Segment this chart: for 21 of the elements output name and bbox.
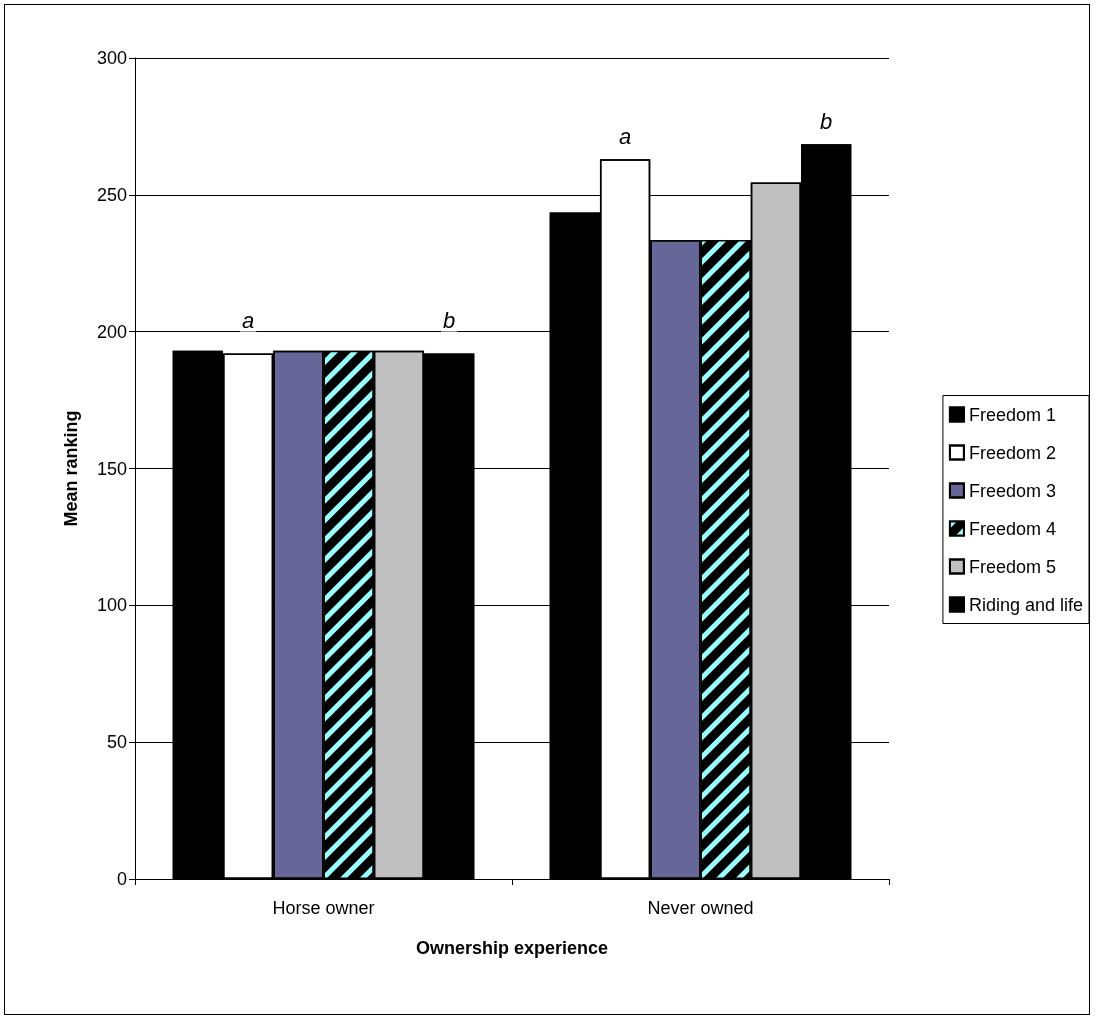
- annotation: a: [241, 308, 255, 334]
- legend-label: Freedom 2: [968, 442, 1056, 463]
- legend-label: Riding and life: [968, 594, 1083, 615]
- y-tick-label: 50: [106, 732, 127, 753]
- annotation: b: [443, 308, 456, 334]
- y-tick-label: 250: [96, 184, 127, 205]
- y-axis-title: Mean ranking: [61, 410, 81, 527]
- annotation: a: [618, 123, 632, 149]
- x-tick-label: Horse owner: [272, 898, 375, 918]
- y-tick-label: 100: [96, 595, 127, 616]
- y-tick-label: 150: [96, 458, 127, 479]
- legend-label: Freedom 5: [968, 556, 1056, 577]
- legend-label: Freedom 4: [968, 518, 1056, 539]
- y-tick-label: 200: [96, 321, 127, 342]
- y-tick-label: 300: [96, 48, 127, 68]
- legend-label: Freedom 3: [968, 480, 1056, 501]
- annotation: b: [820, 108, 833, 134]
- x-axis-title: Ownership experience: [415, 938, 609, 958]
- legend-label: Freedom 1: [968, 404, 1056, 425]
- y-tick-label: 0: [116, 869, 127, 889]
- x-tick-label: Never owned: [647, 898, 754, 918]
